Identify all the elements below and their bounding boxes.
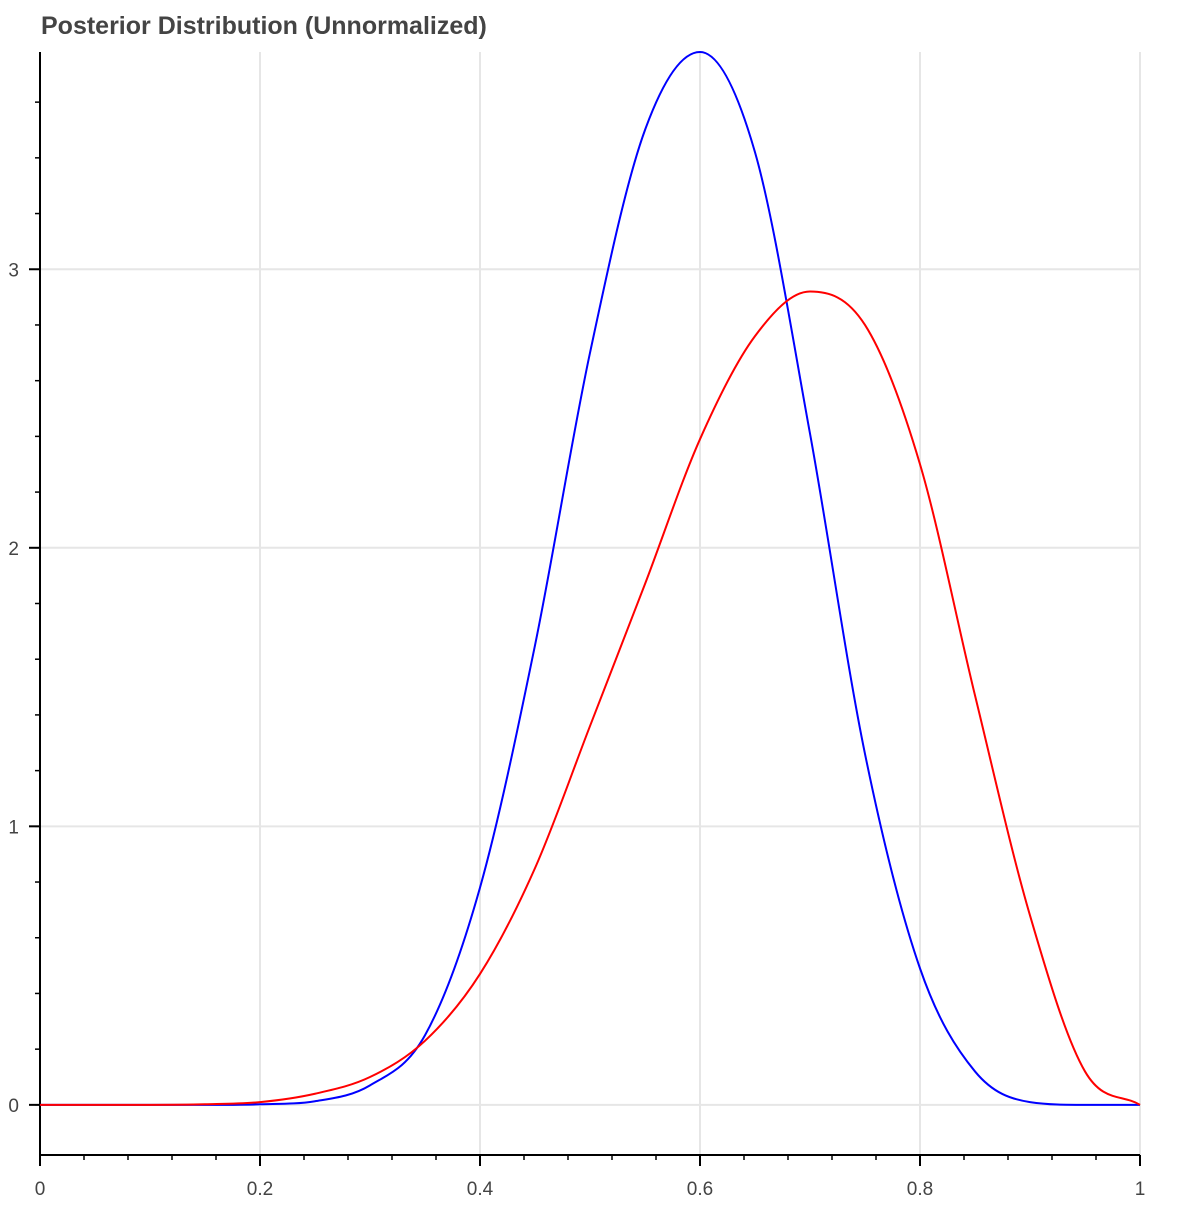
grid-lines xyxy=(39,52,1141,1155)
chart-title: Posterior Distribution (Unnormalized) xyxy=(41,12,487,40)
y-tick-label: 0 xyxy=(8,1096,19,1117)
x-tick-label: 0.6 xyxy=(687,1179,713,1200)
x-tick-label: 0.8 xyxy=(907,1179,933,1200)
y-tick-label: 2 xyxy=(8,539,19,560)
x-tick-label: 1 xyxy=(1135,1179,1146,1200)
y-tick-label: 1 xyxy=(8,817,19,838)
x-tick-label: 0.2 xyxy=(247,1179,273,1200)
x-tick-label: 0.4 xyxy=(467,1179,494,1200)
series-line-1 xyxy=(39,50,1140,1106)
x-tick-label: 0 xyxy=(35,1179,46,1200)
y-tick-label: 3 xyxy=(8,260,19,281)
series-line-2 xyxy=(39,290,1141,1106)
